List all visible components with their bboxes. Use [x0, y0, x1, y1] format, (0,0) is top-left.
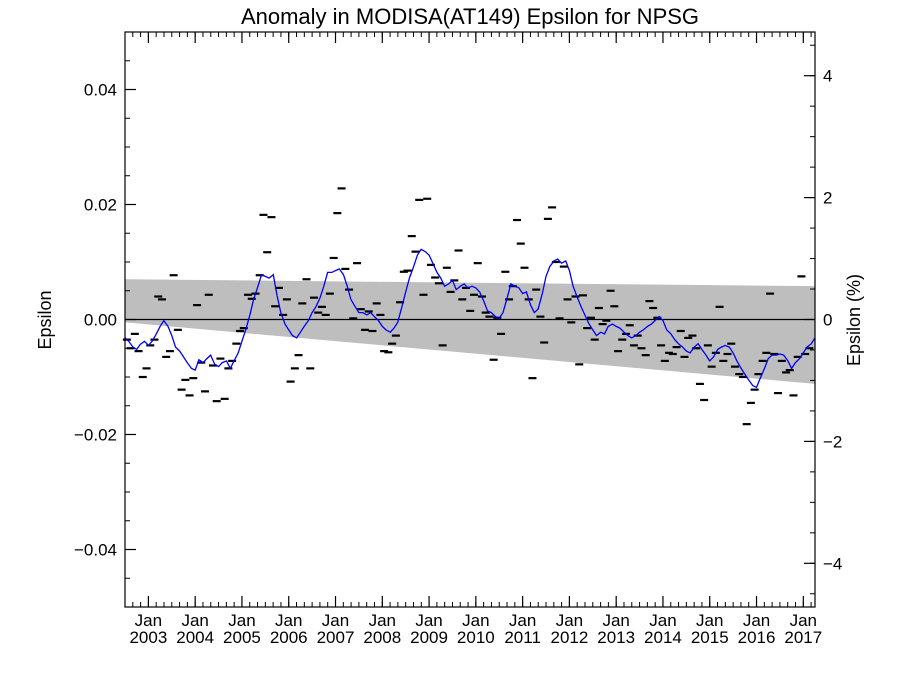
x-tick-label-month: Jan — [743, 611, 770, 630]
x-tick-label-year: 2003 — [129, 628, 167, 647]
x-tick-label-month: Jan — [135, 611, 162, 630]
x-tick-label-month: Jan — [228, 611, 255, 630]
x-tick-label-month: Jan — [275, 611, 302, 630]
x-tick-label-year: 2006 — [270, 628, 308, 647]
x-tick-label-year: 2017 — [784, 628, 822, 647]
x-tick-label-year: 2005 — [223, 628, 261, 647]
y-tick-label-left: 0.00 — [84, 311, 117, 330]
uncertainty-band — [125, 279, 815, 384]
x-tick-label-year: 2013 — [597, 628, 635, 647]
x-tick-label-year: 2004 — [176, 628, 214, 647]
y-tick-label-right: 4 — [823, 67, 832, 86]
y-axis-label-right: Epsilon (%) — [844, 274, 864, 366]
x-tick-label-month: Jan — [462, 611, 489, 630]
x-tick-label-year: 2012 — [550, 628, 588, 647]
y-axis-label-left: Epsilon — [35, 290, 55, 349]
x-tick-label-year: 2008 — [363, 628, 401, 647]
x-tick-label-month: Jan — [322, 611, 349, 630]
x-tick-label-year: 2007 — [317, 628, 355, 647]
x-tick-label-year: 2011 — [504, 628, 541, 647]
y-tick-label-right: 2 — [823, 189, 832, 208]
y-tick-label-right: −4 — [823, 554, 842, 573]
x-tick-label-month: Jan — [556, 611, 583, 630]
uncertainty-band-layer — [125, 279, 815, 384]
axes-layer: 0.040.020.00−0.02−0.04420−2−4Jan2003Jan2… — [74, 31, 842, 647]
y-tick-label-left: 0.04 — [84, 81, 117, 100]
x-tick-label-year: 2014 — [644, 628, 682, 647]
x-tick-label-year: 2010 — [457, 628, 495, 647]
y-tick-label-left: −0.04 — [74, 541, 117, 560]
x-tick-label-month: Jan — [415, 611, 442, 630]
x-tick-label-month: Jan — [790, 611, 817, 630]
x-tick-label-month: Jan — [181, 611, 208, 630]
x-tick-label-month: Jan — [509, 611, 536, 630]
x-tick-label-month: Jan — [696, 611, 723, 630]
x-tick-label-year: 2015 — [691, 628, 729, 647]
smoothed-series-line — [124, 248, 816, 389]
y-tick-label-right: 0 — [823, 311, 832, 330]
x-tick-label-year: 2009 — [410, 628, 448, 647]
y-tick-label-left: −0.02 — [74, 426, 117, 445]
y-tick-label-left: 0.02 — [84, 196, 117, 215]
x-tick-label-month: Jan — [369, 611, 396, 630]
x-tick-label-year: 2016 — [738, 628, 776, 647]
y-tick-label-right: −2 — [823, 432, 842, 451]
x-tick-label-month: Jan — [649, 611, 676, 630]
x-tick-label-month: Jan — [602, 611, 629, 630]
chart-title: Anomaly in MODISA(AT149) Epsilon for NPS… — [241, 4, 699, 29]
smoothed-line-layer — [124, 248, 816, 389]
